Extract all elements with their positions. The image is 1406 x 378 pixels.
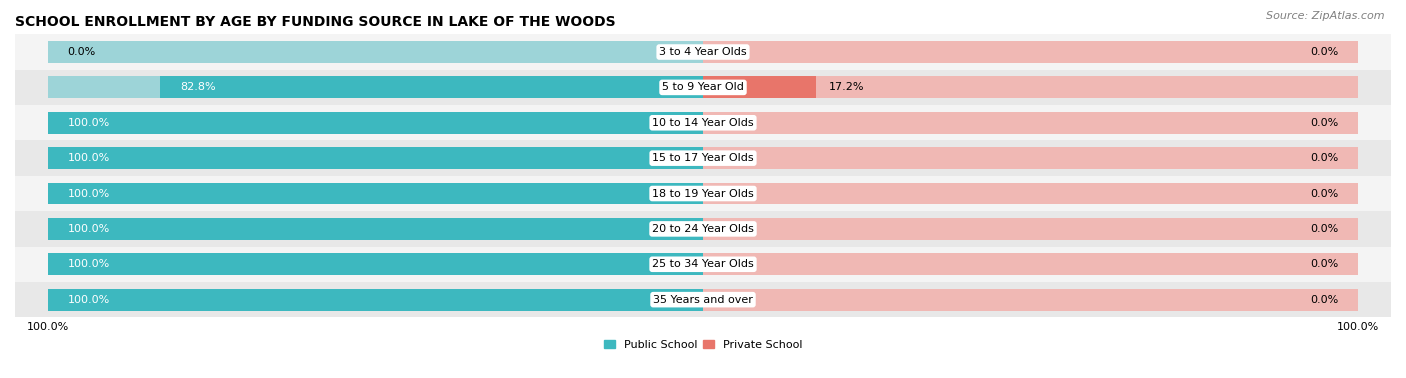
Text: 10 to 14 Year Olds: 10 to 14 Year Olds bbox=[652, 118, 754, 128]
Bar bbox=[48, 147, 703, 169]
Text: SCHOOL ENROLLMENT BY AGE BY FUNDING SOURCE IN LAKE OF THE WOODS: SCHOOL ENROLLMENT BY AGE BY FUNDING SOUR… bbox=[15, 15, 616, 29]
Text: 0.0%: 0.0% bbox=[1310, 224, 1339, 234]
Bar bbox=[15, 141, 1391, 176]
Bar bbox=[703, 218, 1358, 240]
Bar bbox=[48, 289, 703, 311]
Bar bbox=[48, 218, 703, 240]
Bar bbox=[703, 253, 1358, 275]
Bar bbox=[703, 112, 1358, 134]
Text: 15 to 17 Year Olds: 15 to 17 Year Olds bbox=[652, 153, 754, 163]
Bar bbox=[48, 41, 703, 63]
Text: 100.0%: 100.0% bbox=[67, 259, 110, 269]
Text: 100.0%: 100.0% bbox=[67, 294, 110, 305]
Bar bbox=[48, 253, 703, 275]
Bar bbox=[15, 282, 1391, 318]
Bar bbox=[703, 76, 1358, 98]
Legend: Public School, Private School: Public School, Private School bbox=[599, 335, 807, 354]
Bar bbox=[48, 76, 703, 98]
Text: 82.8%: 82.8% bbox=[180, 82, 215, 92]
Text: 0.0%: 0.0% bbox=[67, 47, 96, 57]
Text: 0.0%: 0.0% bbox=[1310, 259, 1339, 269]
Bar bbox=[160, 76, 703, 98]
Bar bbox=[15, 70, 1391, 105]
Text: 3 to 4 Year Olds: 3 to 4 Year Olds bbox=[659, 47, 747, 57]
Text: 100.0%: 100.0% bbox=[67, 118, 110, 128]
Text: 0.0%: 0.0% bbox=[1310, 189, 1339, 198]
Text: 35 Years and over: 35 Years and over bbox=[652, 294, 754, 305]
Bar bbox=[48, 147, 703, 169]
Text: 0.0%: 0.0% bbox=[1310, 47, 1339, 57]
Text: 5 to 9 Year Old: 5 to 9 Year Old bbox=[662, 82, 744, 92]
Bar bbox=[48, 253, 703, 275]
Bar bbox=[703, 76, 815, 98]
Text: 25 to 34 Year Olds: 25 to 34 Year Olds bbox=[652, 259, 754, 269]
Bar bbox=[48, 289, 703, 311]
Text: 0.0%: 0.0% bbox=[1310, 153, 1339, 163]
Bar bbox=[703, 147, 1358, 169]
Text: 17.2%: 17.2% bbox=[828, 82, 865, 92]
Bar bbox=[48, 112, 703, 134]
Bar bbox=[48, 112, 703, 134]
Text: 100.0%: 100.0% bbox=[67, 189, 110, 198]
Text: 20 to 24 Year Olds: 20 to 24 Year Olds bbox=[652, 224, 754, 234]
Text: 100.0%: 100.0% bbox=[67, 153, 110, 163]
Bar bbox=[703, 183, 1358, 204]
Bar bbox=[15, 105, 1391, 141]
Bar bbox=[15, 246, 1391, 282]
Bar bbox=[48, 183, 703, 204]
Bar bbox=[48, 218, 703, 240]
Bar bbox=[703, 41, 1358, 63]
Text: 18 to 19 Year Olds: 18 to 19 Year Olds bbox=[652, 189, 754, 198]
Bar bbox=[15, 211, 1391, 246]
Bar bbox=[15, 34, 1391, 70]
Bar bbox=[15, 176, 1391, 211]
Text: 0.0%: 0.0% bbox=[1310, 294, 1339, 305]
Bar bbox=[703, 289, 1358, 311]
Text: Source: ZipAtlas.com: Source: ZipAtlas.com bbox=[1267, 11, 1385, 21]
Text: 100.0%: 100.0% bbox=[67, 224, 110, 234]
Text: 0.0%: 0.0% bbox=[1310, 118, 1339, 128]
Bar bbox=[48, 183, 703, 204]
